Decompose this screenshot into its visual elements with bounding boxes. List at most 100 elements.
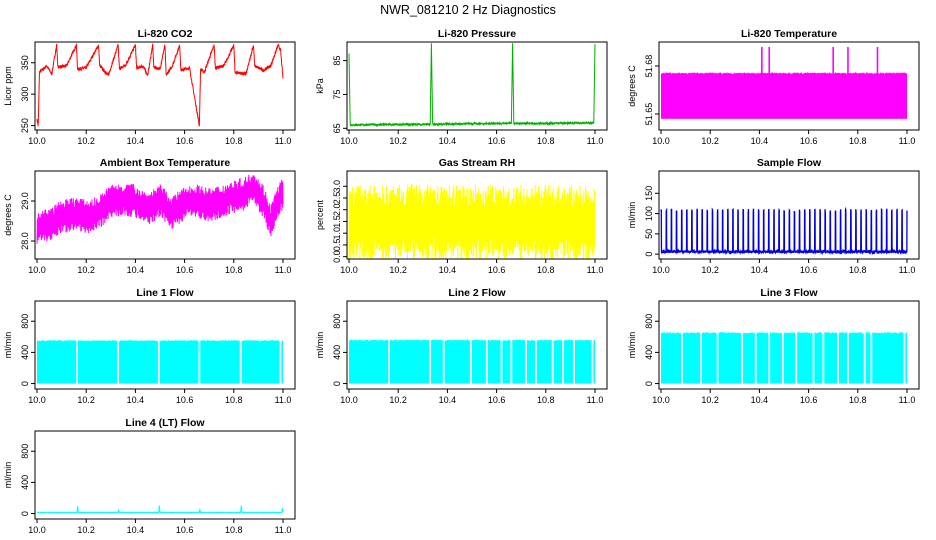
x-tick-label: 10.2 <box>701 395 719 405</box>
y-tick-label: 0 <box>20 381 30 386</box>
plot-frame <box>34 41 296 131</box>
flow-gap <box>812 302 815 388</box>
plot-area <box>36 302 284 388</box>
y-axis-label: kPa <box>315 78 325 94</box>
plot-frame <box>658 300 920 390</box>
flow-gap <box>198 302 201 388</box>
flow-gap <box>847 302 849 388</box>
panel-line2: Line 2 Flow 10.0 10.2 10.4 10.6 10.8 11.0 0 400 8… <box>315 287 608 405</box>
y-tick-label: 800 <box>644 314 654 329</box>
series-band <box>348 184 596 259</box>
y-axis: 0 400 800 <box>644 314 659 386</box>
x-tick-label: 10.4 <box>751 395 769 405</box>
plot-frame <box>658 170 920 260</box>
x-tick-label: 10.6 <box>488 265 506 275</box>
x-tick-label: 11.0 <box>275 265 292 275</box>
x-tick-label: 10.2 <box>77 136 95 146</box>
panel-title: Ambient Box Temperature <box>100 157 231 169</box>
y-tick-label: 400 <box>20 475 30 490</box>
flow-gap <box>591 302 594 388</box>
x-tick-label: 10.4 <box>127 265 145 275</box>
y-tick-label: 0 <box>20 511 30 516</box>
plot-frame <box>34 300 296 390</box>
plot-area <box>348 302 596 388</box>
x-axis: 10.0 10.2 10.4 10.6 10.8 11.0 <box>340 389 603 405</box>
y-tick-label: 400 <box>332 345 342 360</box>
series-line <box>660 206 908 256</box>
plot-area <box>660 206 908 256</box>
panel-title: Li-820 Pressure <box>438 28 516 40</box>
x-tick-label: 10.0 <box>340 136 358 146</box>
flow-gap <box>442 302 445 388</box>
y-axis-label: ml/min <box>3 332 13 359</box>
flow-gap <box>768 302 771 388</box>
panel-temp: Li-820 Temperature 10.0 10.2 10.4 10.6 10.8 11… <box>627 28 920 146</box>
flow-gap <box>754 302 757 388</box>
x-tick-label: 10.0 <box>28 136 46 146</box>
x-axis: 10.0 10.2 10.4 10.6 10.8 11.0 <box>652 389 915 405</box>
y-tick-label: 65 <box>332 123 342 133</box>
x-axis: 10.0 10.2 10.4 10.6 10.8 11.0 <box>28 259 291 275</box>
x-tick-label: 11.0 <box>275 525 292 535</box>
x-tick-label: 10.8 <box>537 265 555 275</box>
flow-gap <box>510 302 513 388</box>
flow-gap <box>279 302 282 388</box>
y-tick-label: 2.5 <box>332 192 342 205</box>
x-tick-label: 10.0 <box>652 395 670 405</box>
x-tick-label: 10.2 <box>701 265 719 275</box>
x-tick-label: 10.6 <box>488 395 506 405</box>
panels-container: Li-820 CO2 10.0 10.2 10.4 10.6 10.8 11.0 250 300… <box>3 28 920 535</box>
y-axis: 28.0 29.0 <box>20 192 35 250</box>
y-axis-label: ml/min <box>3 462 13 489</box>
panel-title: Line 2 Flow <box>448 287 506 299</box>
flow-gap <box>562 302 564 388</box>
panel-co2: Li-820 CO2 10.0 10.2 10.4 10.6 10.8 11.0 250 300… <box>3 28 296 146</box>
plot-frame <box>346 41 608 131</box>
y-axis-label: degrees C <box>3 194 13 236</box>
x-tick-label: 10.0 <box>340 395 358 405</box>
series-band <box>661 333 907 384</box>
y-axis-label: percent <box>315 199 325 230</box>
panel-title: Gas Stream RH <box>439 157 515 169</box>
y-axis: 51.65 51.68 <box>644 55 659 126</box>
flow-gap <box>500 302 503 388</box>
x-tick-label: 10.8 <box>225 136 243 146</box>
panel-title: Li-820 Temperature <box>741 28 837 40</box>
x-tick-label: 11.0 <box>587 136 604 146</box>
x-tick-label: 10.6 <box>800 136 818 146</box>
flow-gap <box>485 302 488 388</box>
y-tick-label: 51.65 <box>644 103 654 126</box>
y-tick-label: 1.5 <box>332 215 342 228</box>
y-axis: 0 400 800 <box>20 314 35 386</box>
x-tick-label: 10.6 <box>176 265 194 275</box>
flow-gap <box>716 302 719 388</box>
x-tick-label: 11.0 <box>275 136 292 146</box>
plot-area <box>348 43 596 128</box>
x-tick-label: 10.8 <box>849 265 867 275</box>
y-tick-label: 300 <box>20 87 30 102</box>
x-tick-label: 10.8 <box>225 395 243 405</box>
x-tick-label: 11.0 <box>587 265 604 275</box>
x-tick-label: 10.0 <box>28 265 46 275</box>
y-tick-label: 51.68 <box>644 55 654 78</box>
flow-gap <box>525 302 528 388</box>
plot-frame <box>346 170 608 260</box>
x-axis: 10.0 10.2 10.4 10.6 10.8 11.0 <box>28 519 291 535</box>
series-band-edge <box>36 339 284 344</box>
y-tick-label: 800 <box>332 314 342 329</box>
y-tick-label: 250 <box>20 118 30 133</box>
plot-area <box>36 43 284 128</box>
y-tick-label: 0.5 <box>332 239 342 252</box>
plot-frame <box>34 170 296 260</box>
panel-title: Sample Flow <box>757 157 822 169</box>
y-tick-label: 29.0 <box>20 192 30 210</box>
flow-gap <box>681 302 683 388</box>
x-axis: 10.0 10.2 10.4 10.6 10.8 11.0 <box>28 389 291 405</box>
series-band <box>37 341 283 384</box>
flow-gap <box>239 302 242 388</box>
x-tick-label: 10.2 <box>77 395 95 405</box>
x-tick-label: 11.0 <box>275 395 292 405</box>
flow-gap <box>795 302 798 388</box>
x-tick-label: 10.8 <box>849 395 867 405</box>
